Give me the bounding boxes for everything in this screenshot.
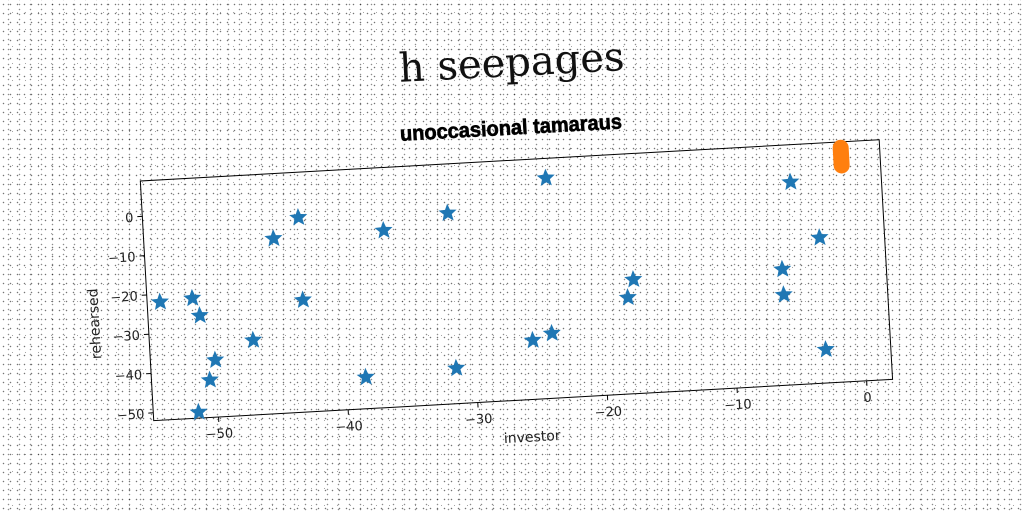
data-point	[293, 290, 312, 308]
x-tick-label: 0	[863, 391, 872, 406]
x-tick-label: −40	[335, 419, 363, 436]
y-tick-label: −20	[110, 289, 138, 306]
data-point	[189, 402, 208, 421]
data-point	[774, 285, 793, 303]
orange-series-line	[832, 139, 850, 174]
plot-frame	[139, 139, 894, 422]
x-axis: −50 −40 −30 −20 −10 0	[205, 380, 872, 443]
data-point	[374, 220, 393, 239]
y-tick-label: 0	[125, 211, 134, 226]
chart-title: unoccasional tamaraus	[399, 110, 622, 146]
y-tick-label: −10	[108, 250, 136, 267]
data-point	[618, 288, 637, 306]
x-tick-label: −10	[724, 397, 752, 414]
data-point	[542, 323, 561, 342]
data-marks	[150, 139, 850, 421]
data-point	[773, 259, 792, 278]
y-tick-label: −40	[114, 368, 142, 385]
x-tick-label: −30	[465, 412, 493, 429]
data-point	[781, 172, 800, 191]
data-point	[190, 306, 209, 324]
x-axis-label: investor	[503, 428, 561, 447]
data-point	[183, 288, 202, 307]
data-point	[447, 358, 466, 377]
plot-area: unoccasional tamaraus −50 −40 −30 −20 −10 0 0…	[85, 110, 894, 447]
y-tick-label: −50	[117, 407, 145, 424]
data-point	[244, 330, 263, 349]
y-axis-label: rehearsed	[85, 288, 105, 359]
x-tick-label: −20	[594, 405, 622, 422]
data-point	[150, 292, 169, 311]
data-point	[206, 350, 225, 369]
data-point	[810, 228, 829, 246]
data-point	[536, 168, 555, 187]
data-point	[200, 370, 219, 389]
data-point	[624, 270, 643, 288]
data-point	[264, 229, 283, 247]
y-tick-label: −30	[112, 329, 140, 346]
y-axis: 0 −10 −20 −30 −40 −50	[108, 211, 154, 424]
data-point	[356, 367, 375, 386]
data-point	[289, 208, 308, 226]
data-point	[438, 203, 457, 222]
data-point	[523, 330, 542, 349]
data-point	[816, 340, 835, 358]
x-tick-label: −50	[205, 426, 233, 443]
